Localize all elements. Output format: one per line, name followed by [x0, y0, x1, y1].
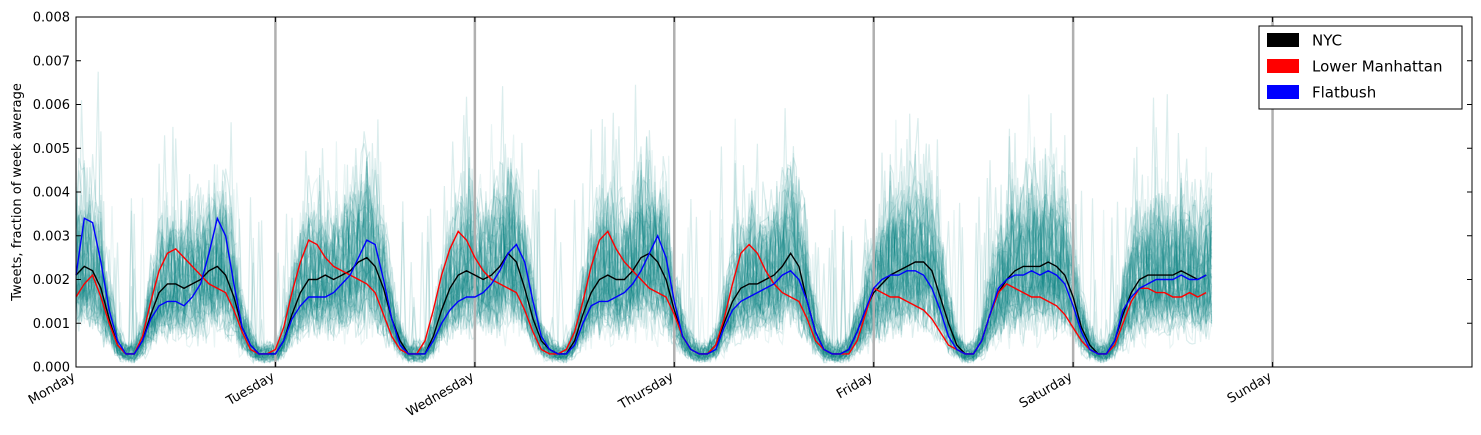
y-tick-label: 0.001: [33, 317, 70, 332]
neighborhood-series-line: [75, 94, 1213, 363]
neighborhood-series-line: [75, 135, 1212, 362]
neighborhood-series-line: [75, 126, 1213, 357]
neighborhood-series-line: [75, 142, 1213, 360]
neighborhood-series-line: [75, 213, 1212, 365]
legend: NYC Lower Manhattan Flatbush: [1258, 25, 1463, 110]
legend-swatch: [1267, 59, 1299, 73]
neighborhood-series-line: [75, 139, 1212, 360]
series-line-flatbush: [75, 216, 1207, 355]
neighborhood-series-line: [75, 148, 1213, 362]
neighborhood-series-line: [75, 180, 1213, 361]
legend-label: Flatbush: [1312, 84, 1376, 102]
neighborhood-series-line: [75, 152, 1213, 362]
neighborhood-series-line: [75, 180, 1213, 361]
neighborhood-series-line: [75, 141, 1213, 362]
x-tick-label: Sunday: [1225, 369, 1275, 406]
day-divider-lines: [274, 17, 1274, 367]
neighborhood-series-line: [75, 126, 1213, 364]
neighborhood-series-line: [75, 84, 1212, 357]
neighborhood-series-line: [75, 130, 1213, 360]
x-tick-label: Saturday: [1017, 369, 1075, 411]
neighborhood-series-line: [75, 166, 1213, 363]
neighborhood-series-line: [75, 129, 1213, 362]
y-tick-label: 0.000: [33, 361, 70, 376]
neighborhood-series-line: [75, 136, 1212, 363]
neighborhood-series-line: [75, 119, 1213, 362]
neighborhood-series-line: [75, 155, 1213, 365]
legend-label: NYC: [1312, 32, 1342, 50]
neighborhood-series-line: [75, 180, 1213, 359]
legend-swatch: [1267, 85, 1299, 99]
y-tick-label: 0.005: [33, 142, 70, 157]
neighborhood-series-line: [75, 122, 1213, 364]
y-axis-ticks: 0.000 0.001 0.002 0.003 0.004 0.005 0.006 0.007…: [33, 11, 1472, 376]
neighborhood-series-line: [75, 161, 1213, 363]
neighborhood-series-line: [75, 118, 1213, 361]
neighborhood-series-line: [75, 190, 1212, 362]
neighborhood-series-line: [75, 118, 1213, 360]
y-tick-label: 0.007: [33, 54, 70, 69]
x-tick-label: Thursday: [616, 369, 677, 413]
teal-neighborhood-band: [75, 71, 1213, 365]
neighborhood-series-line: [75, 115, 1213, 357]
neighborhood-series-line: [75, 185, 1213, 361]
neighborhood-series-line: [75, 94, 1213, 361]
neighborhood-series-line: [75, 97, 1213, 353]
neighborhood-series-line: [75, 206, 1213, 365]
x-tick-label: Tuesday: [223, 369, 277, 409]
neighborhood-series-line: [75, 96, 1213, 360]
neighborhood-series-line: [75, 112, 1213, 359]
series-lines: [75, 216, 1207, 355]
neighborhood-series-line: [75, 108, 1213, 356]
neighborhood-series-line: [75, 160, 1213, 363]
y-tick-label: 0.004: [33, 186, 70, 201]
neighborhood-series-line: [75, 148, 1213, 363]
y-tick-label: 0.008: [33, 11, 70, 26]
neighborhood-series-line: [75, 206, 1213, 360]
x-tick-label: Wednesday: [404, 369, 477, 420]
neighborhood-series-line: [75, 160, 1213, 364]
neighborhood-series-line: [75, 154, 1213, 362]
legend-swatch: [1267, 33, 1299, 47]
neighborhood-series-line: [75, 162, 1213, 362]
neighborhood-series-line: [75, 146, 1213, 364]
legend-label: Lower Manhattan: [1312, 58, 1443, 76]
y-axis-label: Tweets, fraction of week awerage: [10, 83, 25, 302]
neighborhood-series-line: [75, 152, 1213, 359]
neighborhood-series-line: [75, 100, 1213, 362]
y-tick-label: 0.006: [33, 98, 70, 113]
y-tick-label: 0.002: [33, 273, 70, 288]
neighborhood-series-line: [75, 131, 1213, 357]
neighborhood-series-line: [75, 217, 1213, 363]
y-tick-label: 0.003: [33, 229, 70, 244]
neighborhood-series-line: [75, 71, 1213, 360]
neighborhood-series-line: [75, 164, 1213, 364]
x-tick-label: Friday: [834, 369, 876, 402]
